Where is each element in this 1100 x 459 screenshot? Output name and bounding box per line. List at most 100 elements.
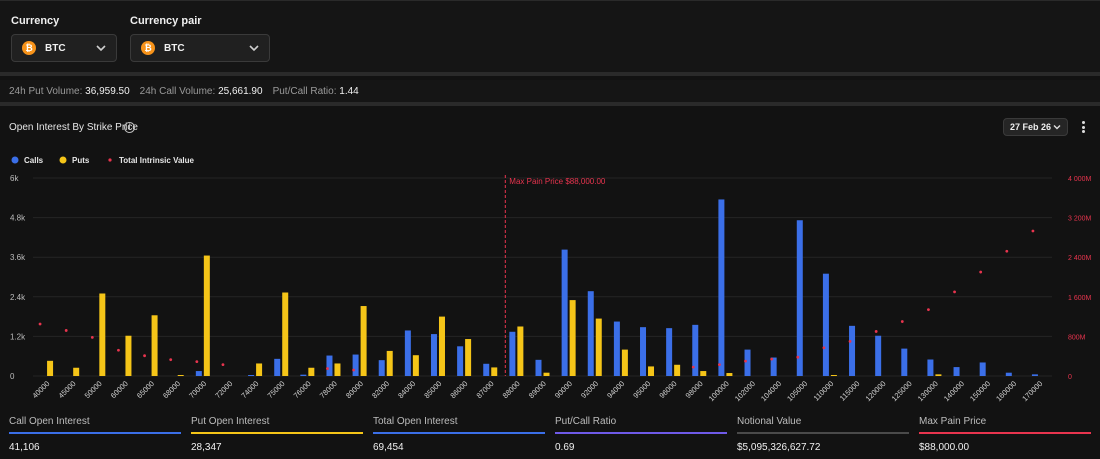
x-tick-label: 78000: [318, 379, 339, 400]
put-call-ratio-stat: Put/Call Ratio: 1.44: [273, 86, 359, 97]
bar-puts: [465, 339, 472, 376]
bar-calls: [483, 363, 490, 376]
x-tick-label: 94000: [605, 379, 626, 400]
x-tick-label: 70000: [187, 379, 208, 400]
info-icon[interactable]: i: [124, 122, 135, 133]
x-tick-label: 104000: [759, 379, 783, 403]
bar-calls: [1031, 374, 1038, 376]
bar-puts: [830, 375, 837, 376]
x-tick-label: 75000: [266, 379, 287, 400]
legend-marker: [59, 156, 67, 164]
intrinsic-point: [38, 322, 42, 326]
metric-label: Total Open Interest: [373, 416, 458, 427]
intrinsic-point: [169, 358, 173, 362]
bar-puts: [73, 367, 80, 376]
bar-calls: [248, 375, 255, 376]
x-tick-label: 96000: [657, 379, 678, 400]
bar-calls: [718, 199, 725, 376]
bar-calls: [796, 220, 803, 376]
intrinsic-point: [1005, 249, 1009, 253]
x-tick-label: 89000: [527, 379, 548, 400]
metric-underline: [555, 432, 727, 434]
bar-puts: [700, 371, 707, 376]
bar-puts: [543, 372, 550, 376]
x-tick-label: 50000: [83, 379, 104, 400]
y2-tick-label: 4 000M: [1068, 176, 1092, 183]
put-volume-label: 24h Put Volume:: [9, 85, 83, 97]
bar-calls: [404, 330, 411, 376]
volume-stats-bar: 24h Put Volume: 36,959.50 24h Call Volum…: [0, 80, 1100, 106]
x-tick-label: 130000: [916, 379, 940, 403]
bar-calls: [352, 354, 359, 376]
x-tick-label: 95000: [631, 379, 652, 400]
put-call-ratio-value: 1.44: [339, 85, 359, 97]
bar-calls: [979, 362, 986, 376]
y-tick-label: 1.2k: [10, 332, 26, 341]
y2-tick-label: 3 200M: [1068, 216, 1092, 223]
bar-calls: [770, 357, 777, 376]
bar-calls: [378, 360, 385, 376]
intrinsic-point: [117, 348, 120, 352]
x-tick-label: 150000: [968, 379, 992, 403]
intrinsic-point: [691, 365, 695, 369]
bar-calls: [849, 325, 856, 376]
metric-underline: [737, 432, 909, 434]
intrinsic-point: [874, 330, 878, 333]
bar-puts: [334, 363, 341, 376]
x-tick-label: 100000: [707, 379, 731, 403]
y2-tick-label: 1 600M: [1068, 295, 1092, 302]
bar-puts: [386, 350, 393, 376]
legend-label: Total Intrinsic Value: [119, 156, 195, 165]
bar-puts: [308, 367, 315, 376]
bar-puts: [412, 355, 419, 376]
legend-label: Calls: [24, 156, 44, 165]
x-tick-label: 90000: [553, 379, 574, 400]
intrinsic-point: [1031, 229, 1035, 233]
metric-label: Max Pain Price: [919, 416, 987, 427]
y-tick-label: 6k: [10, 174, 19, 183]
metric-value: $88,000.00: [919, 442, 970, 453]
intrinsic-point: [770, 357, 774, 361]
x-tick-label: 60000: [109, 379, 130, 400]
x-tick-label: 72000: [213, 379, 234, 400]
intrinsic-point: [822, 346, 826, 350]
x-tick-label: 87000: [475, 379, 496, 400]
bar-calls: [561, 249, 568, 376]
x-tick-label: 125000: [890, 379, 914, 403]
summary-metrics: Call Open Interest 41,106 Put Open Inter…: [0, 410, 1100, 459]
put-volume-value: 36,959.50: [85, 85, 130, 97]
y-tick-label: 0: [10, 372, 15, 381]
bar-puts: [177, 375, 184, 376]
put-call-ratio-label: Put/Call Ratio:: [272, 85, 337, 97]
bar-calls: [587, 291, 594, 376]
intrinsic-point: [64, 329, 68, 332]
metric-label: Put Open Interest: [191, 416, 270, 427]
bar-calls: [822, 273, 829, 376]
bar-calls: [509, 331, 516, 376]
bar-puts: [517, 326, 524, 376]
intrinsic-point: [979, 270, 983, 274]
more-options-icon[interactable]: [1081, 121, 1087, 133]
x-tick-label: 82000: [370, 379, 391, 400]
x-tick-label: 140000: [942, 379, 966, 403]
bar-calls: [927, 359, 934, 376]
x-tick-label: 45000: [56, 379, 77, 400]
expiry-date-select[interactable]: 27 Feb 26: [1003, 118, 1068, 136]
bar-calls: [326, 355, 333, 376]
x-tick-label: 85000: [422, 379, 443, 400]
bar-calls: [457, 346, 464, 376]
bar-puts: [491, 367, 498, 376]
currency-select[interactable]: ₿ BTC: [11, 34, 117, 62]
y2-tick-label: 800M: [1068, 334, 1086, 341]
bar-calls: [195, 371, 202, 376]
currency-pair-select[interactable]: ₿ BTC: [130, 34, 270, 62]
metric-label: Call Open Interest: [9, 416, 90, 427]
legend-label: Puts: [72, 156, 90, 165]
intrinsic-point: [221, 363, 225, 367]
bitcoin-icon: ₿: [22, 41, 36, 55]
y-tick-label: 4.8k: [10, 214, 26, 223]
y-tick-label: 3.6k: [10, 253, 26, 262]
legend-marker: [11, 156, 19, 164]
bar-calls: [430, 334, 437, 376]
metric-put-call-ratio: Put/Call Ratio 0.69: [555, 410, 727, 453]
